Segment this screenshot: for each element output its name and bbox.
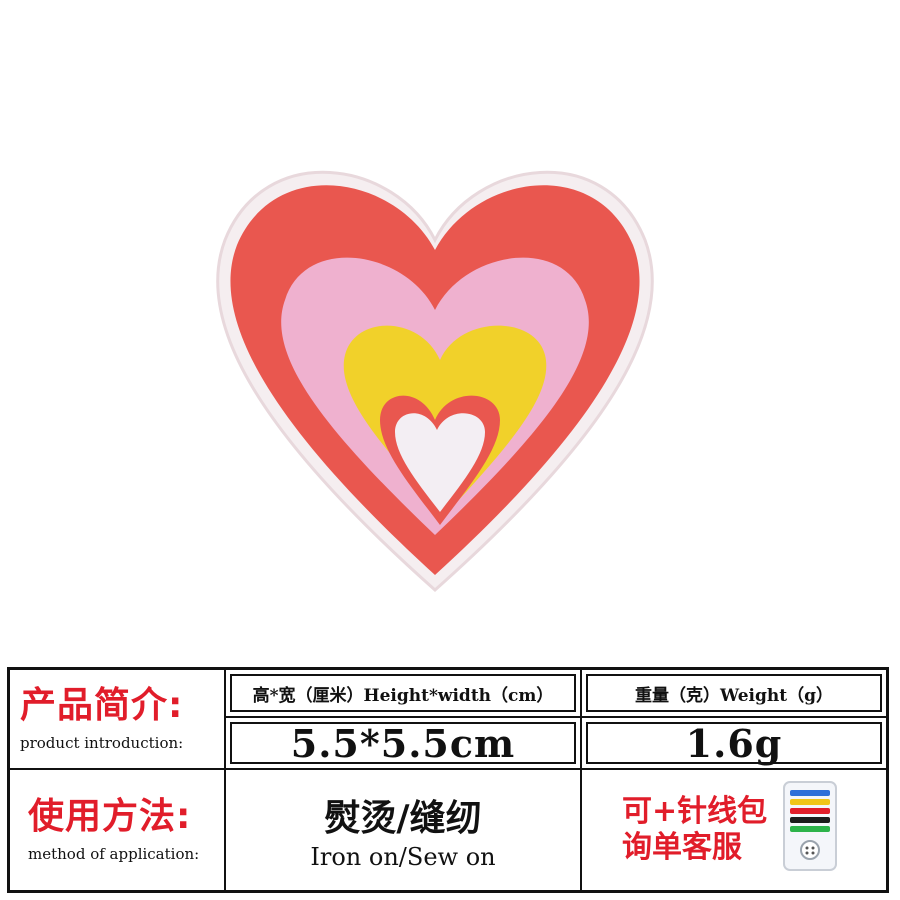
method-value-en: Iron on/Sew on [310,843,496,871]
heart-inner-layer [395,413,485,512]
product-info-table: 产品简介: product introduction: 高*宽（厘米）Heigh… [7,667,889,893]
method-value-cell: 熨烫/缝纫 Iron on/Sew on [226,770,582,890]
method-title-block: 使用方法: method of application: [10,770,226,890]
sewing-kit-icon [782,780,838,872]
size-header-cell: 高*宽（厘米）Height*width（cm） [226,670,582,718]
method-value-cn: 熨烫/缝纫 [324,798,482,839]
product-title-en: product introduction: [20,733,184,752]
heart-patch-image [195,130,675,610]
extra-line-1: 可+针线包 [622,794,768,829]
size-header: 高*宽（厘米）Height*width（cm） [252,685,554,706]
size-value: 5.5*5.5cm [290,720,516,766]
embroidered-heart-icon [216,170,654,593]
weight-header: 重量（克）Weight（g） [635,685,833,706]
method-title-en: method of application: [28,844,200,863]
extra-note-cell: 可+针线包 询单客服 [582,770,886,890]
product-intro-block: 产品简介: product introduction: [10,670,226,770]
weight-header-cell: 重量（克）Weight（g） [582,670,886,718]
method-title-cn: 使用方法: [28,796,192,838]
extra-line-2: 询单客服 [622,830,742,865]
weight-value: 1.6g [685,720,783,766]
weight-value-cell: 1.6g [582,718,886,770]
product-title-cn: 产品简介: [20,685,184,727]
size-value-cell: 5.5*5.5cm [226,718,582,770]
